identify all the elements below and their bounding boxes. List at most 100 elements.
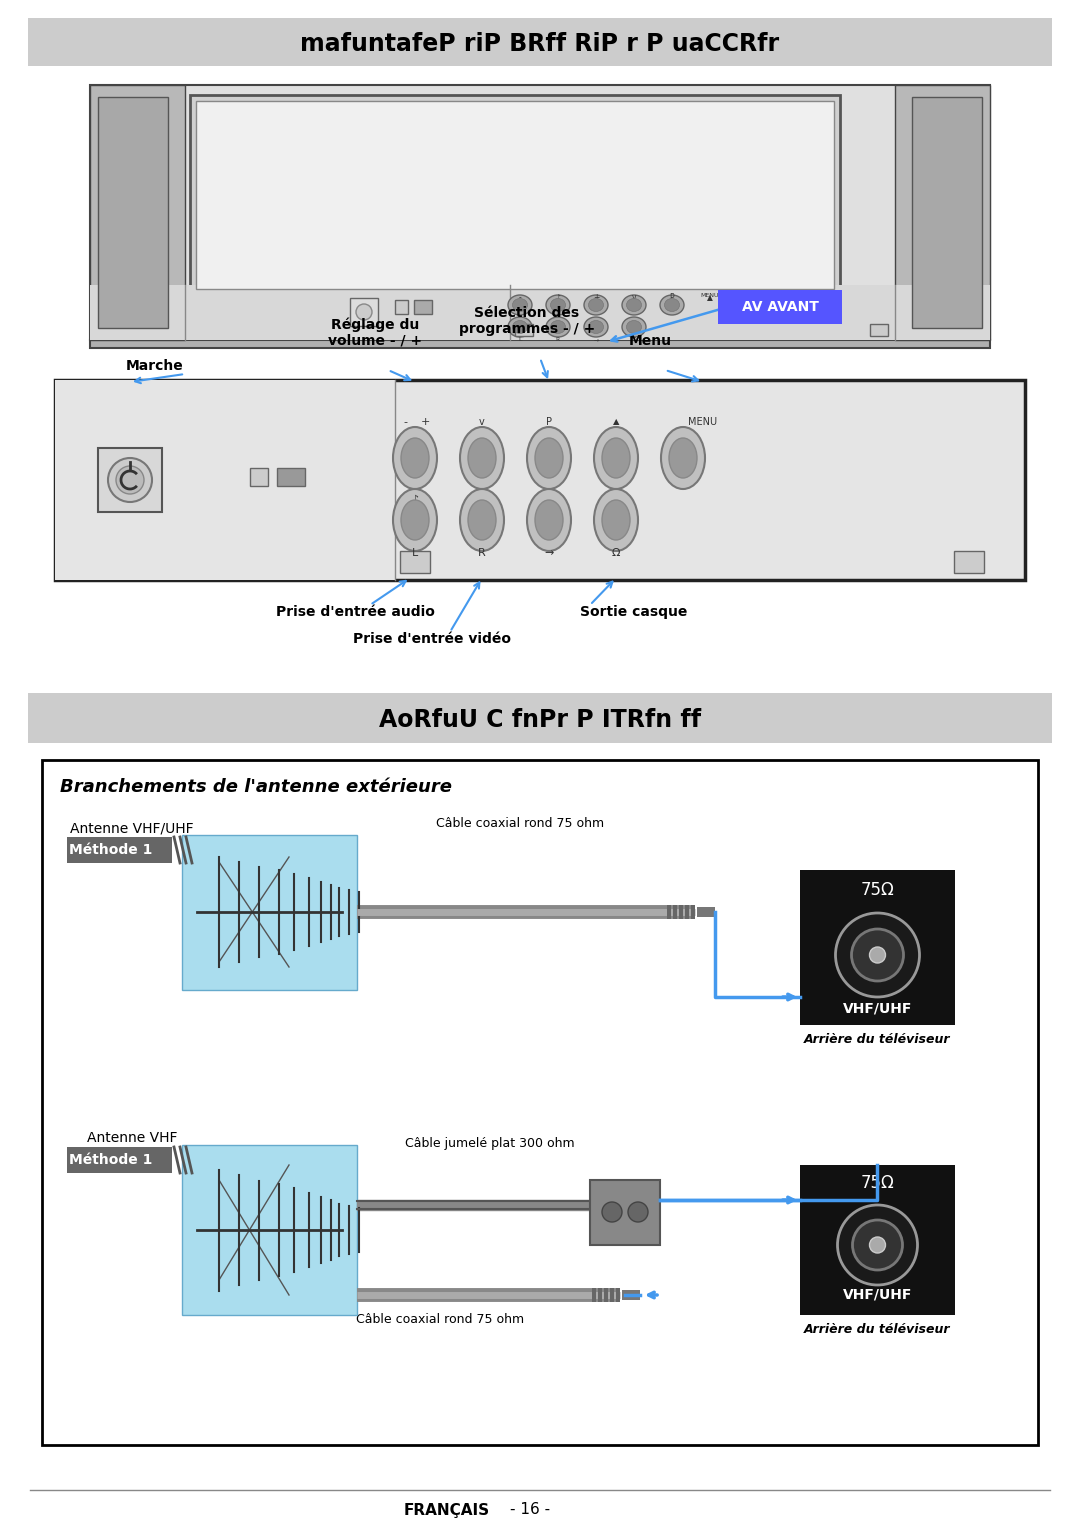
Circle shape (836, 914, 919, 996)
Bar (616, 1288, 620, 1302)
Bar (42, 759, 1038, 1445)
Text: →: → (544, 549, 554, 558)
Text: Méthode 1: Méthode 1 (69, 1154, 152, 1167)
Ellipse shape (594, 489, 638, 552)
FancyBboxPatch shape (718, 290, 842, 324)
Text: ♪: ♪ (555, 293, 561, 303)
Ellipse shape (393, 489, 437, 552)
Ellipse shape (535, 500, 563, 539)
Text: AoRfuU C fnPr P ITRfn ff: AoRfuU C fnPr P ITRfn ff (379, 707, 701, 732)
Text: →: → (593, 338, 598, 342)
Ellipse shape (660, 295, 684, 315)
Ellipse shape (661, 426, 705, 489)
Bar (895, 86, 990, 341)
FancyBboxPatch shape (400, 552, 430, 573)
Bar (604, 1288, 608, 1302)
Circle shape (602, 1203, 622, 1222)
Bar (28, 694, 1052, 743)
Text: MENU: MENU (737, 293, 759, 303)
Text: Marche: Marche (126, 359, 184, 373)
Ellipse shape (508, 316, 532, 338)
Text: P: P (546, 417, 552, 426)
Bar (98, 96, 168, 329)
Text: mafuntafeP riP BRff RiP r P uaCCRfr: mafuntafeP riP BRff RiP r P uaCCRfr (300, 32, 780, 57)
Text: MENU: MENU (701, 293, 719, 298)
Ellipse shape (393, 426, 437, 489)
Text: v: v (632, 293, 636, 303)
Text: Antenne VHF: Antenne VHF (86, 1131, 177, 1144)
Ellipse shape (546, 295, 570, 315)
Circle shape (108, 458, 152, 503)
Text: 75Ω: 75Ω (861, 1174, 894, 1192)
Ellipse shape (622, 295, 646, 315)
Ellipse shape (626, 321, 642, 333)
Text: +: + (593, 293, 599, 303)
Bar (592, 1288, 596, 1302)
Ellipse shape (602, 500, 630, 539)
Text: -: - (403, 417, 407, 426)
Text: +: + (420, 417, 430, 426)
Text: VHF/UHF: VHF/UHF (842, 1001, 913, 1015)
Ellipse shape (589, 298, 604, 312)
Text: -: - (518, 293, 522, 303)
Ellipse shape (513, 321, 527, 333)
Text: v: v (480, 417, 485, 426)
Circle shape (356, 304, 372, 319)
Text: Câble coaxial rond 75 ohm: Câble coaxial rond 75 ohm (436, 817, 604, 830)
Ellipse shape (527, 489, 571, 552)
Bar (90, 341, 990, 348)
Circle shape (852, 1219, 903, 1270)
Bar (350, 298, 378, 325)
Bar (679, 905, 683, 918)
Bar (800, 869, 955, 1025)
Text: Arrière du téléviseur: Arrière du téléviseur (805, 1323, 950, 1335)
Ellipse shape (626, 298, 642, 312)
Text: ▲: ▲ (612, 417, 619, 426)
Circle shape (116, 466, 144, 494)
Text: L: L (518, 338, 522, 342)
Text: ▲: ▲ (707, 293, 713, 303)
Ellipse shape (584, 295, 608, 315)
Text: Sélection des
programmes - / +: Sélection des programmes - / + (459, 306, 595, 336)
Bar (90, 286, 990, 341)
Bar (870, 324, 888, 336)
Text: VHF/UHF: VHF/UHF (842, 1288, 913, 1302)
Bar (183, 834, 357, 990)
FancyBboxPatch shape (98, 448, 162, 512)
Bar (691, 905, 696, 918)
Bar (685, 905, 689, 918)
Ellipse shape (602, 439, 630, 478)
Text: AV AVANT: AV AVANT (742, 299, 819, 313)
Ellipse shape (401, 500, 429, 539)
Bar (610, 1288, 615, 1302)
Text: ♪: ♪ (411, 495, 419, 504)
Ellipse shape (546, 316, 570, 338)
Ellipse shape (513, 298, 527, 312)
Ellipse shape (508, 295, 532, 315)
Bar (697, 908, 715, 917)
Ellipse shape (551, 298, 566, 312)
Text: FRANÇAIS: FRANÇAIS (404, 1502, 490, 1517)
Circle shape (869, 947, 886, 963)
Text: Ω: Ω (611, 549, 620, 558)
Bar (667, 905, 671, 918)
Text: Prise d'entrée audio: Prise d'entrée audio (275, 605, 434, 619)
Ellipse shape (669, 439, 697, 478)
Bar (598, 1288, 602, 1302)
Bar (90, 86, 990, 341)
Bar (28, 18, 1052, 66)
Circle shape (851, 929, 904, 981)
Bar (622, 1290, 640, 1300)
Ellipse shape (584, 316, 608, 338)
Text: - 16 -: - 16 - (510, 1502, 550, 1517)
Text: R: R (556, 338, 561, 342)
Ellipse shape (535, 439, 563, 478)
Bar (515, 324, 534, 336)
Bar (673, 905, 677, 918)
Text: Antenne VHF/UHF: Antenne VHF/UHF (70, 821, 193, 834)
Text: Menu: Menu (629, 335, 672, 348)
Text: Sortie casque: Sortie casque (580, 605, 687, 619)
Text: Méthode 1: Méthode 1 (69, 843, 152, 857)
Bar (590, 1180, 660, 1245)
Bar (183, 1144, 357, 1316)
